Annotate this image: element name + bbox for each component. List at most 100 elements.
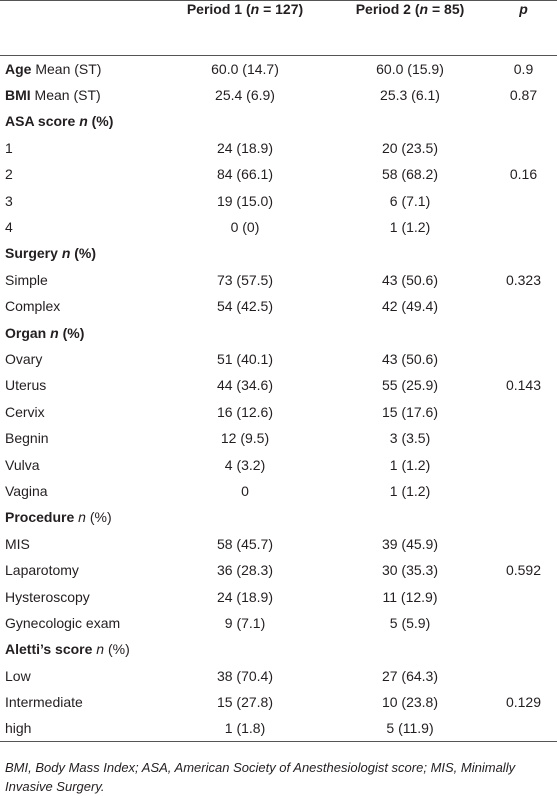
text-segment: Age	[5, 60, 32, 77]
table-cell: 42 (49.4)	[381, 298, 439, 315]
table-cell: 1 (1.8)	[160, 715, 330, 743]
table-row: Hysteroscopy 24 (18.9) 11 (12.9)	[0, 583, 557, 609]
table-cell	[490, 715, 557, 743]
text-segment: n	[92, 641, 105, 658]
table-row: Ovary 51 (40.1) 43 (50.6)	[0, 346, 557, 372]
table-cell	[330, 636, 490, 662]
table-row: high 1 (1.8) 5 (11.9)	[0, 715, 557, 743]
table-cell: 38 (70.4)	[216, 667, 274, 684]
table-row: Laparotomy 36 (28.3) 30 (35.3) 0.592	[0, 557, 557, 583]
text-segment: = 85)	[428, 1, 465, 17]
text-segment: BMI	[5, 87, 31, 104]
table-cell: 27 (64.3)	[381, 667, 439, 684]
row-label: Procedure n (%)	[0, 504, 160, 530]
table-cell	[490, 319, 557, 345]
table-cell: 4 (3.2)	[224, 456, 266, 473]
table-cell	[490, 346, 557, 372]
table-row: Low 38 (70.4) 27 (64.3)	[0, 662, 557, 688]
table-cell: 0.143	[505, 377, 542, 394]
row-label: ASA score n (%)	[0, 108, 160, 134]
table-cell	[490, 214, 557, 240]
table-cell: 25.3 (6.1)	[380, 87, 440, 104]
table-row: Simple 73 (57.5) 43 (50.6) 0.323	[0, 267, 557, 293]
table-row: 4 0 (0) 1 (1.2)	[0, 214, 557, 240]
text-segment: (%)	[85, 509, 112, 526]
text-segment: p	[519, 1, 528, 17]
table-cell	[490, 583, 557, 609]
table-cell: 0	[241, 482, 249, 499]
table-body: Age Mean (ST) 60.0 (14.7) 60.0 (15.9) 0.9 BM…	[0, 56, 557, 743]
table-cell: 16 (12.6)	[216, 403, 274, 420]
table-cell	[490, 187, 557, 213]
table-row: 3 19 (15.0) 6 (7.1)	[0, 187, 557, 213]
table-row: Cervix 16 (12.6) 15 (17.6)	[0, 399, 557, 425]
row-label: Intermediate	[5, 694, 83, 711]
table-cell	[490, 293, 557, 319]
table-cell: 55 (25.9)	[381, 377, 439, 394]
table-cell	[490, 240, 557, 266]
table-cell: 15 (17.6)	[381, 403, 439, 420]
table-row: 1 24 (18.9) 20 (23.5)	[0, 135, 557, 161]
table-cell: 24 (18.9)	[216, 139, 274, 156]
table-cell: 9 (7.1)	[224, 614, 266, 631]
table-cell: 0.592	[505, 562, 542, 579]
table-cell: 3 (3.5)	[389, 430, 431, 447]
table-cell: 0.16	[509, 166, 538, 183]
table-cell	[490, 108, 557, 134]
table-cell	[330, 240, 490, 266]
table-cell: 58 (45.7)	[216, 535, 274, 552]
header-cell: Period 1 (n = 127)	[160, 0, 330, 56]
table-cell: 5 (5.9)	[389, 614, 431, 631]
table-cell: 36 (28.3)	[216, 562, 274, 579]
table-cell: 84 (66.1)	[216, 166, 274, 183]
table-cell: 51 (40.1)	[216, 350, 274, 367]
text-segment: Procedure	[5, 509, 75, 526]
row-label: 4	[5, 219, 13, 236]
table-row: 2 84 (66.1) 58 (68.2) 0.16	[0, 161, 557, 187]
table-cell: 5 (11.9)	[330, 715, 490, 743]
table-row: Complex 54 (42.5) 42 (49.4)	[0, 293, 557, 319]
row-label: Vulva	[5, 456, 40, 473]
row-label: 2	[5, 166, 13, 183]
table-cell: 43 (50.6)	[381, 350, 439, 367]
table-cell	[160, 108, 330, 134]
table-cell	[490, 399, 557, 425]
table-row: Uterus 44 (34.6) 55 (25.9) 0.143	[0, 372, 557, 398]
table-cell: 73 (57.5)	[216, 271, 274, 288]
text-segment: Mean (ST)	[30, 87, 101, 104]
table-cell: 1 (1.2)	[389, 219, 431, 236]
row-label: MIS	[5, 535, 30, 552]
row-label: Low	[5, 667, 31, 684]
text-segment: n	[79, 113, 88, 130]
table-cell	[490, 531, 557, 557]
text-segment: n	[74, 509, 86, 526]
table-cell: 44 (34.6)	[216, 377, 274, 394]
table-cell: 43 (50.6)	[381, 271, 439, 288]
table-cell: 15 (27.8)	[216, 694, 274, 711]
row-label: Vagina	[5, 482, 48, 499]
text-segment: = 127)	[259, 1, 304, 17]
text-segment: (%)	[104, 641, 130, 658]
table-row: Aletti’s score n (%)	[0, 636, 557, 662]
table-cell: 25.4 (6.9)	[215, 87, 275, 104]
table-cell: 39 (45.9)	[381, 535, 439, 552]
row-label: Complex	[5, 298, 61, 315]
table-cell	[330, 504, 490, 530]
text-segment: n	[250, 1, 260, 17]
table-cell: 30 (35.3)	[381, 562, 439, 579]
table-cell	[490, 636, 557, 662]
table-row: BMI Mean (ST) 25.4 (6.9) 25.3 (6.1) 0.87	[0, 82, 557, 108]
row-label: Gynecologic exam	[5, 614, 121, 631]
text-segment: n	[50, 324, 59, 341]
table-cell	[160, 636, 330, 662]
text-segment: Period 1 (	[186, 1, 251, 17]
table-cell	[160, 504, 330, 530]
table-cell: 1 (1.2)	[389, 456, 431, 473]
table-cell	[490, 135, 557, 161]
text-segment: (%)	[70, 245, 97, 262]
table-row: MIS 58 (45.7) 39 (45.9)	[0, 531, 557, 557]
header-cell: Period 2 (n = 85)	[330, 0, 490, 56]
row-label: Age Mean (ST)	[0, 56, 160, 82]
table-cell: 0.323	[505, 271, 542, 288]
table-cell	[330, 108, 490, 134]
